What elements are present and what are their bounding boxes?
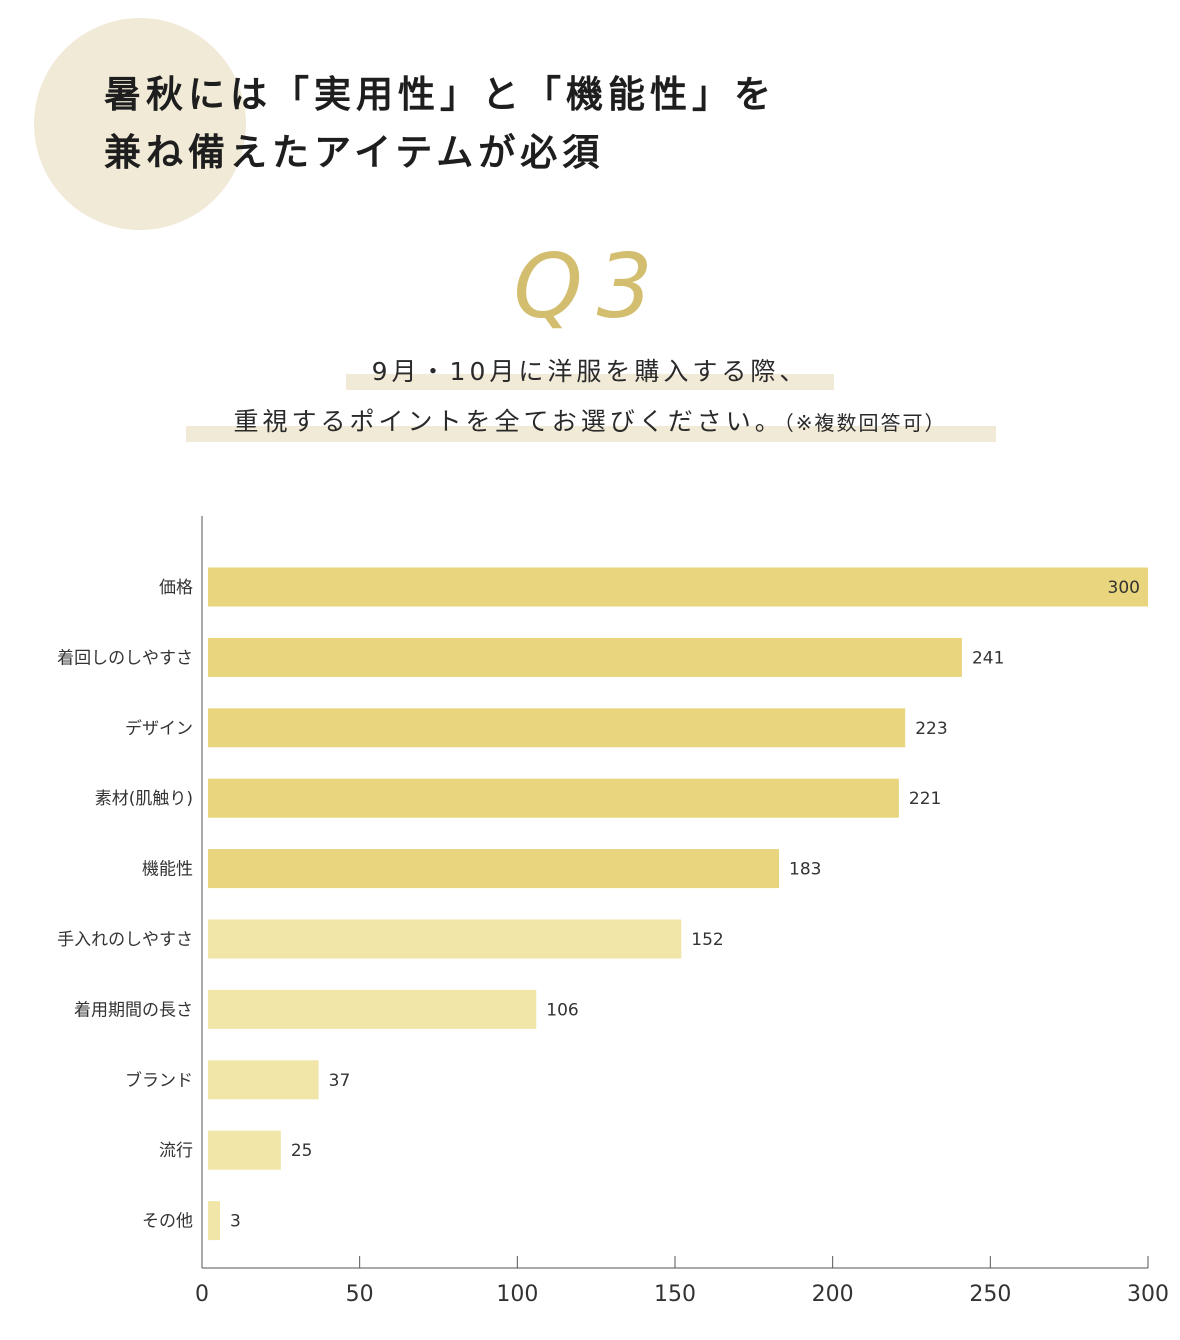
axis-group: 0 50 100 150 200 250 300 (195, 516, 1169, 1307)
headline-line-2: 兼ね備えたアイテムが必須 (104, 131, 605, 174)
category-label: 手入れのしやすさ (57, 930, 193, 950)
category-label: ブランド (125, 1070, 193, 1091)
question-line-1: 9月・10月に洋服を購入する際、 (371, 357, 809, 386)
question-line-2: 重視するポイントを全てお選びください。 (233, 407, 784, 436)
value-label: 25 (291, 1141, 313, 1161)
value-label: 223 (915, 719, 947, 739)
bar (208, 1060, 319, 1100)
bar (208, 1201, 220, 1241)
bar (208, 1130, 281, 1170)
headline-line-1: 暑秋には「実用性」と「機能性」を (104, 73, 776, 116)
value-label: 106 (546, 1000, 578, 1020)
category-label: 着用期間の長さ (74, 1000, 193, 1020)
value-label: 37 (329, 1071, 351, 1091)
decorative-circle (34, 18, 246, 230)
question-text-line-1: 9月・10月に洋服を購入する際、 (0, 354, 1180, 390)
category-label: 着回しのしやすさ (57, 648, 193, 668)
question-note: （※複数回答可） (783, 411, 947, 435)
x-tick-label: 150 (654, 1282, 696, 1307)
highlight-bar-1 (346, 374, 834, 390)
bar (208, 708, 906, 748)
x-tick-label: 250 (969, 1282, 1011, 1307)
category-label: 機能性 (142, 860, 193, 880)
bar-group: 価格 300 着回しのしやすさ 241 デザイン 223 素材(肌触り) 221 機能性 183 手… (57, 567, 1148, 1241)
bar (208, 637, 962, 677)
x-tick-label: 100 (496, 1282, 538, 1307)
page-headline: 暑秋には「実用性」と「機能性」を 兼ね備えたアイテムが必須 (104, 66, 776, 182)
category-label: 素材(肌触り) (95, 789, 193, 809)
x-tick-label: 300 (1127, 1282, 1169, 1307)
question-number: Q3 (513, 235, 667, 338)
bar (208, 989, 537, 1029)
value-label: 241 (972, 648, 1004, 668)
value-label: 183 (789, 860, 821, 880)
x-tick-label: 0 (195, 1282, 209, 1307)
highlight-bar-2 (186, 426, 996, 442)
category-label: 流行 (159, 1141, 193, 1161)
value-label: 3 (230, 1212, 241, 1232)
category-label: デザイン (125, 718, 193, 739)
value-label: 152 (691, 930, 723, 950)
value-label: 300 (1108, 578, 1140, 598)
category-label: その他 (142, 1212, 193, 1232)
category-label: 価格 (159, 578, 193, 598)
bar (208, 567, 1148, 607)
question-text-line-2: 重視するポイントを全てお選びください。（※複数回答可） (0, 404, 1180, 441)
x-tick-label: 50 (346, 1282, 374, 1307)
value-label: 221 (909, 789, 941, 809)
bar (208, 778, 899, 818)
bar (208, 849, 780, 889)
bar (208, 919, 682, 959)
x-tick-label: 200 (812, 1282, 854, 1307)
